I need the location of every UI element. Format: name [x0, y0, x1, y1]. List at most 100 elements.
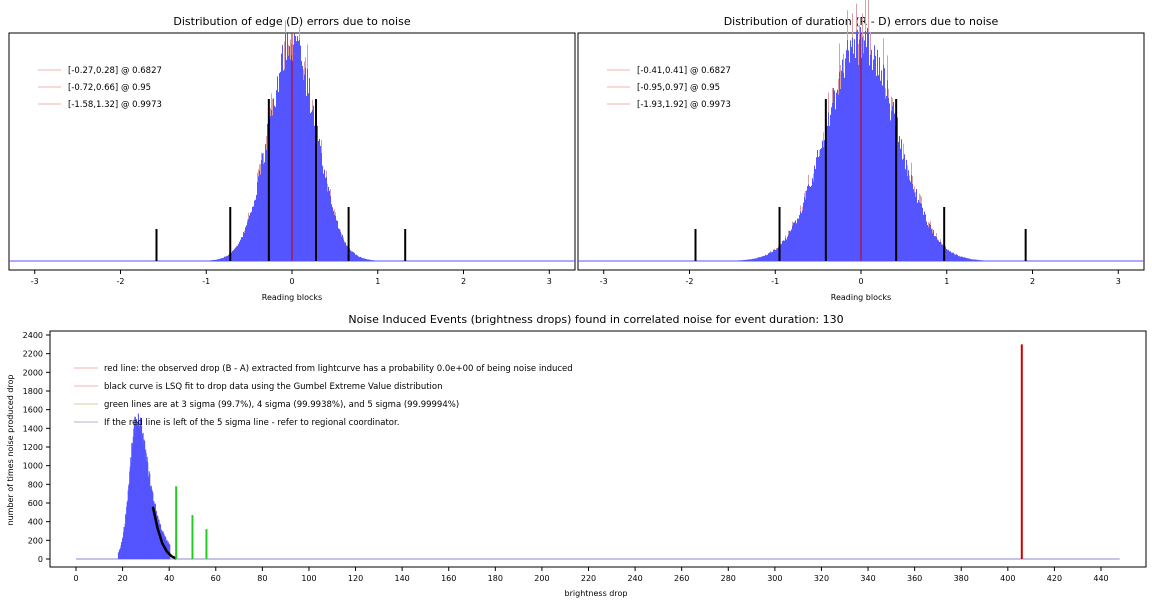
- x-tick-label: -1: [202, 277, 210, 286]
- histogram-bar: [878, 75, 879, 261]
- histogram-bar: [949, 251, 950, 261]
- histogram-bar: [345, 242, 346, 261]
- histogram-spike: [271, 93, 272, 110]
- histogram-bar: [852, 37, 853, 261]
- histogram-bar: [755, 258, 756, 261]
- histogram-bar: [799, 215, 800, 261]
- histogram-bar: [769, 252, 770, 261]
- histogram-bar: [812, 178, 813, 261]
- histogram-bar: [835, 109, 836, 261]
- histogram-bar: [782, 240, 783, 261]
- histogram-bar: [970, 259, 971, 261]
- y-axis-label: number of times noise produced drop: [6, 375, 15, 526]
- histogram-bar: [363, 258, 364, 261]
- histogram-spike: [838, 78, 839, 95]
- histogram-bar: [352, 251, 353, 261]
- histogram-spike: [840, 65, 841, 89]
- histogram-spike: [928, 222, 929, 228]
- histogram-bar: [975, 259, 976, 261]
- histogram-spike: [248, 212, 249, 219]
- histogram-bar: [342, 234, 343, 261]
- histogram-spike: [290, 39, 291, 60]
- histogram-bar: [854, 39, 855, 261]
- histogram-bar: [856, 31, 857, 262]
- histogram-bar: [324, 169, 325, 261]
- histogram-bar: [301, 60, 302, 262]
- histogram-spike: [847, 10, 848, 40]
- histogram-bar: [310, 113, 311, 261]
- histogram-bar: [273, 98, 274, 261]
- histogram-bar: [811, 185, 812, 261]
- y-tick-label: 2400: [23, 331, 43, 340]
- histogram-bar: [266, 149, 267, 261]
- histogram-bar: [285, 33, 286, 262]
- histogram-bar: [796, 223, 797, 261]
- histogram-spike: [284, 41, 285, 70]
- x-tick-label: -1: [771, 277, 779, 286]
- histogram-bar: [803, 202, 804, 261]
- histogram-bar: [903, 158, 904, 261]
- histogram-bar: [767, 254, 768, 261]
- histogram-bar: [245, 227, 246, 261]
- histogram-bar: [775, 249, 776, 261]
- histogram-bar: [818, 157, 819, 261]
- histogram-bar: [935, 236, 936, 261]
- histogram-bar: [879, 57, 880, 261]
- histogram-bar: [311, 111, 312, 262]
- histogram-bar: [373, 260, 374, 261]
- x-tick-label: 2: [1030, 277, 1035, 286]
- histogram-bar: [312, 109, 313, 261]
- histogram-bar: [249, 215, 250, 261]
- histogram-bar: [937, 239, 938, 261]
- histogram-bar: [979, 260, 980, 261]
- histogram-bar: [966, 257, 967, 261]
- histogram-bar: [300, 45, 301, 262]
- histogram-bar: [830, 114, 831, 261]
- histogram-bar: [793, 222, 794, 261]
- legend-entry: [-0.27,0.28] @ 0.6827: [68, 66, 162, 76]
- histogram-bar: [866, 47, 867, 262]
- x-tick-label: 400: [1000, 574, 1015, 583]
- histogram-bar: [776, 249, 777, 261]
- histogram-bar: [279, 73, 280, 261]
- histogram-bar: [274, 105, 275, 261]
- histogram-bar: [910, 181, 911, 261]
- histogram-bar: [777, 248, 778, 261]
- histogram-bar: [976, 259, 977, 261]
- histogram-bar: [909, 179, 910, 261]
- histogram-bar: [328, 186, 329, 261]
- histogram-bar: [771, 252, 772, 261]
- histogram-bar: [821, 147, 822, 261]
- histogram-bar: [953, 252, 954, 261]
- histogram-bar: [294, 33, 295, 262]
- histogram-bar: [786, 239, 787, 261]
- x-tick-label: 100: [301, 574, 316, 583]
- histogram-bar: [850, 40, 851, 261]
- histogram-bar: [237, 245, 238, 261]
- histogram-bar: [938, 240, 939, 261]
- histogram-spike: [819, 150, 820, 156]
- histogram-bar: [330, 195, 331, 261]
- histogram-bar: [853, 53, 854, 262]
- histogram-bar: [284, 69, 285, 261]
- histogram-bar: [282, 45, 283, 262]
- histogram-spike: [828, 92, 829, 113]
- histogram-bar: [809, 186, 810, 261]
- histogram-bar: [321, 153, 322, 261]
- x-tick-label: 300: [767, 574, 782, 583]
- histogram-spike: [808, 174, 809, 185]
- histogram-spike: [305, 57, 306, 68]
- histogram-bar: [841, 70, 842, 261]
- histogram-bar: [823, 147, 824, 261]
- histogram-bar: [761, 256, 762, 261]
- histogram-bar: [840, 88, 841, 261]
- legend-entry: [-1.93,1.92] @ 0.9973: [637, 100, 731, 110]
- histogram-bar: [213, 260, 214, 261]
- histogram-spike: [299, 27, 300, 40]
- histogram-spike: [843, 53, 844, 73]
- x-tick-label: 80: [257, 574, 267, 583]
- histogram-bar: [240, 239, 241, 261]
- histogram-bar: [874, 45, 875, 261]
- histogram-bar: [918, 199, 919, 261]
- histogram-bar: [365, 258, 366, 261]
